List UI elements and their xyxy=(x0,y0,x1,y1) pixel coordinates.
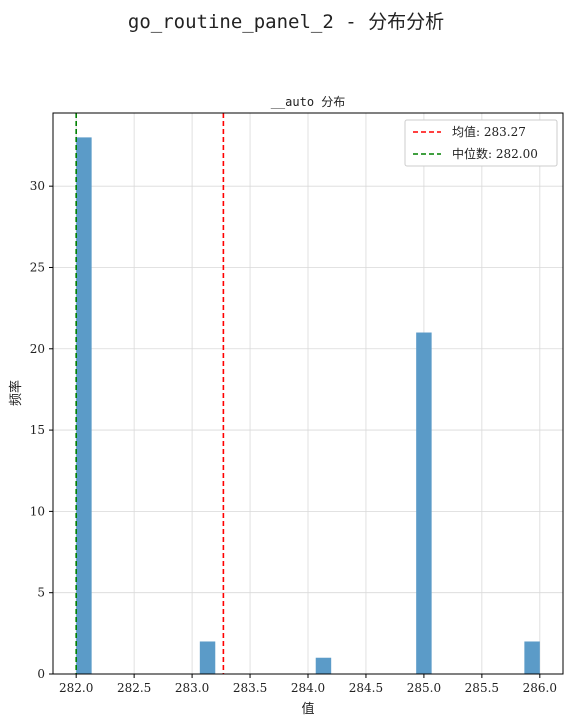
x-tick-label: 283.0 xyxy=(175,681,209,695)
y-tick-label: 20 xyxy=(30,342,45,356)
y-axis-label: 频率 xyxy=(8,380,24,406)
grid-lines xyxy=(53,113,563,675)
reference-lines xyxy=(75,113,225,674)
histogram-bar xyxy=(315,657,332,674)
x-axis-ticks: 282.0 282.5 283.0 283.5 284.0 284.5 285.0 285.5… xyxy=(59,674,557,695)
x-tick-label: 285.5 xyxy=(465,681,499,695)
x-tick-label: 284.5 xyxy=(349,681,383,695)
histogram-bar xyxy=(524,641,540,674)
x-tick-label: 284.0 xyxy=(291,681,325,695)
legend: 均值: 283.27 中位数: 282.00 xyxy=(404,119,558,167)
y-tick-label: 25 xyxy=(30,260,45,274)
histogram-bar xyxy=(76,137,92,675)
x-tick-label: 285.0 xyxy=(407,681,441,695)
x-tick-label: 286.0 xyxy=(523,681,557,695)
histogram-bar xyxy=(416,332,432,674)
chart-title: __auto 分布 xyxy=(271,95,346,109)
x-axis-label: 值 xyxy=(301,701,314,717)
y-tick-label: 0 xyxy=(37,667,45,681)
legend-box xyxy=(404,119,558,167)
x-tick-label: 283.5 xyxy=(233,681,267,695)
figure-suptitle: go_routine_panel_2 - 分布分析 xyxy=(128,11,444,33)
y-axis-ticks: 0 5 10 15 20 25 30 xyxy=(30,179,53,681)
x-tick-label: 282.0 xyxy=(59,681,93,695)
x-tick-label: 282.5 xyxy=(117,681,151,695)
legend-mean-label: 均值: 283.27 xyxy=(452,124,526,139)
legend-median-label: 中位数: 282.00 xyxy=(452,146,538,161)
y-tick-label: 15 xyxy=(30,423,45,437)
y-tick-label: 5 xyxy=(37,586,45,600)
y-tick-label: 30 xyxy=(30,179,45,193)
y-tick-label: 10 xyxy=(30,504,45,518)
bars-group xyxy=(76,137,540,675)
histogram-bar xyxy=(199,641,216,674)
